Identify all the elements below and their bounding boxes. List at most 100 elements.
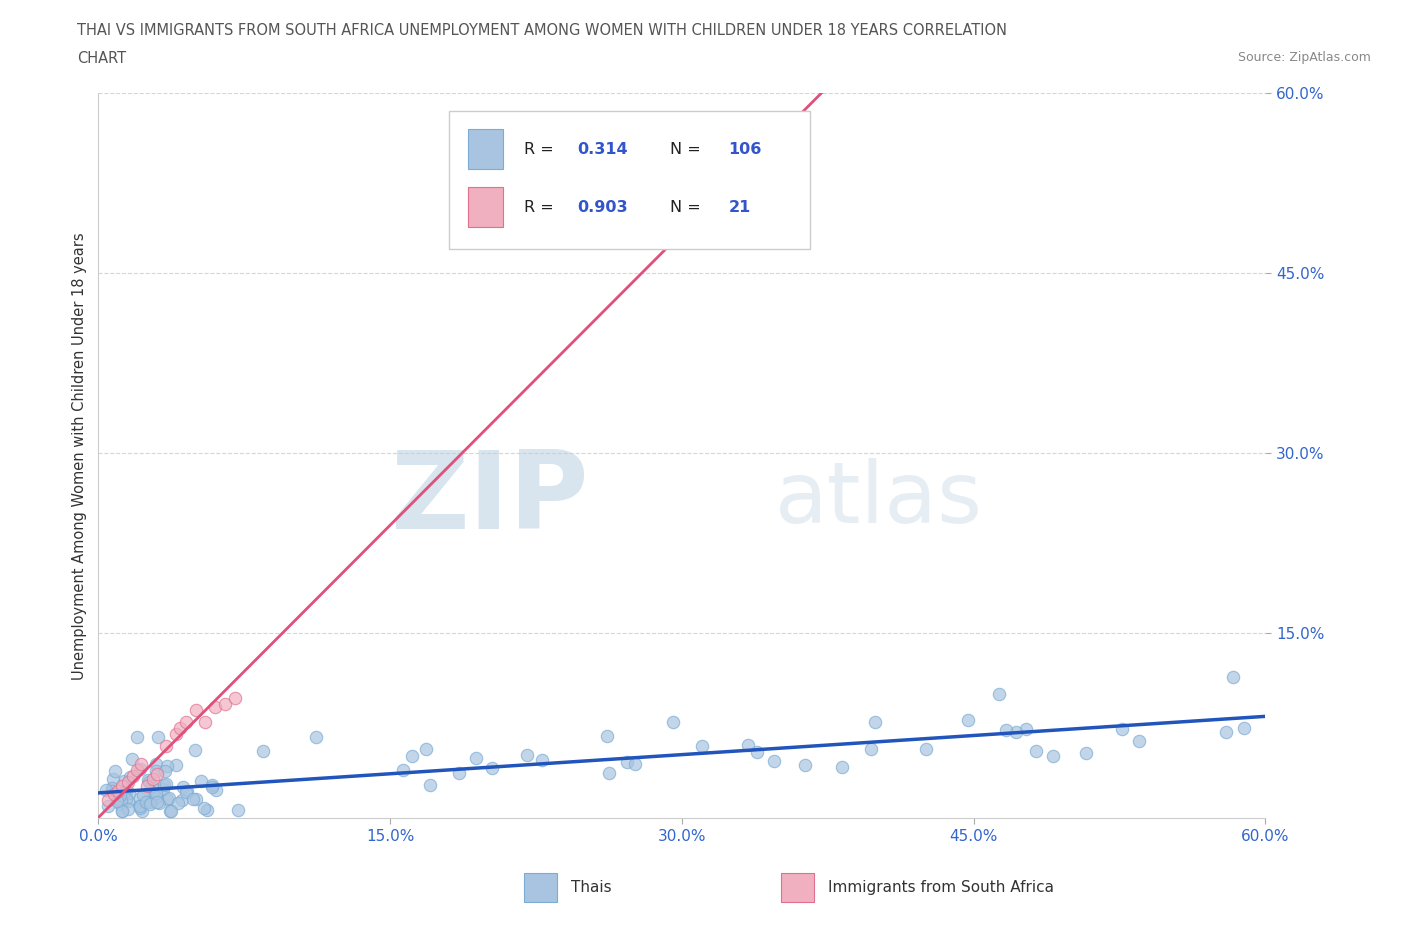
Point <box>129 762 152 777</box>
Point <box>146 766 169 781</box>
Text: Source: ZipAtlas.com: Source: ZipAtlas.com <box>1237 51 1371 64</box>
Point <box>184 792 207 807</box>
Point <box>117 802 139 817</box>
Point <box>914 741 936 756</box>
Point <box>165 758 187 773</box>
Point <box>156 759 179 774</box>
Point <box>419 777 441 792</box>
Point <box>107 783 129 798</box>
Point <box>132 788 155 803</box>
Point <box>111 804 134 818</box>
Point <box>135 795 157 810</box>
Point <box>138 775 160 790</box>
Point <box>128 800 150 815</box>
Point <box>201 779 224 794</box>
Point <box>204 699 226 714</box>
Point <box>174 715 197 730</box>
Point <box>201 777 224 792</box>
Point <box>184 743 207 758</box>
Point <box>127 763 149 777</box>
Point <box>415 742 437 757</box>
Point <box>226 802 249 817</box>
FancyBboxPatch shape <box>782 872 814 902</box>
Point <box>142 771 165 786</box>
Point <box>122 769 145 784</box>
Point <box>1042 749 1064 764</box>
Point <box>624 757 647 772</box>
Point <box>145 790 167 804</box>
Point <box>94 782 117 797</box>
Text: 0.903: 0.903 <box>576 200 627 215</box>
Point <box>148 796 170 811</box>
Point <box>108 788 131 803</box>
Point <box>110 794 132 809</box>
Point <box>97 799 120 814</box>
Text: CHART: CHART <box>77 51 127 66</box>
Point <box>112 774 135 789</box>
Point <box>129 799 152 814</box>
Point <box>252 743 274 758</box>
Point <box>193 801 215 816</box>
FancyBboxPatch shape <box>468 129 503 169</box>
Point <box>224 691 246 706</box>
Point <box>155 777 177 791</box>
Point <box>146 795 169 810</box>
Point <box>305 729 328 744</box>
Point <box>110 804 132 818</box>
Text: 106: 106 <box>728 142 762 157</box>
Point <box>100 784 122 799</box>
Point <box>865 715 887 730</box>
Text: 0.314: 0.314 <box>576 142 627 157</box>
Point <box>616 754 638 769</box>
Point <box>138 797 160 812</box>
Text: Immigrants from South Africa: Immigrants from South Africa <box>828 880 1053 895</box>
Point <box>190 774 212 789</box>
Point <box>598 765 620 780</box>
Point <box>145 764 167 778</box>
Point <box>214 698 236 712</box>
Text: 21: 21 <box>728 200 751 215</box>
Point <box>1025 744 1047 759</box>
Point <box>128 799 150 814</box>
Text: atlas: atlas <box>775 458 983 540</box>
Point <box>114 791 136 806</box>
Point <box>447 765 470 780</box>
Text: R =: R = <box>524 142 560 157</box>
Point <box>205 783 228 798</box>
Point <box>141 778 163 793</box>
Point <box>157 790 180 805</box>
Point <box>159 804 181 818</box>
Point <box>152 781 174 796</box>
Point <box>153 764 176 778</box>
FancyBboxPatch shape <box>524 872 557 902</box>
Point <box>1004 724 1026 739</box>
Point <box>831 759 853 774</box>
Point <box>481 760 503 775</box>
Point <box>145 786 167 801</box>
Point <box>141 795 163 810</box>
Point <box>596 729 619 744</box>
Point <box>956 712 979 727</box>
Text: R =: R = <box>524 200 560 215</box>
Point <box>172 780 194 795</box>
Point <box>183 791 205 806</box>
Point <box>662 714 685 729</box>
Point <box>136 773 159 788</box>
Point <box>117 775 139 790</box>
Point <box>516 748 538 763</box>
Text: N =: N = <box>671 200 706 215</box>
Point <box>401 749 423 764</box>
Point <box>165 727 187 742</box>
Point <box>160 804 183 818</box>
Point <box>169 721 191 736</box>
Point <box>184 703 207 718</box>
Point <box>117 793 139 808</box>
Point <box>763 753 786 768</box>
Point <box>1222 670 1244 684</box>
Point <box>768 122 790 137</box>
Point <box>176 783 198 798</box>
FancyBboxPatch shape <box>468 187 503 227</box>
Point <box>101 781 124 796</box>
Point <box>103 771 125 786</box>
Point <box>1128 733 1150 748</box>
